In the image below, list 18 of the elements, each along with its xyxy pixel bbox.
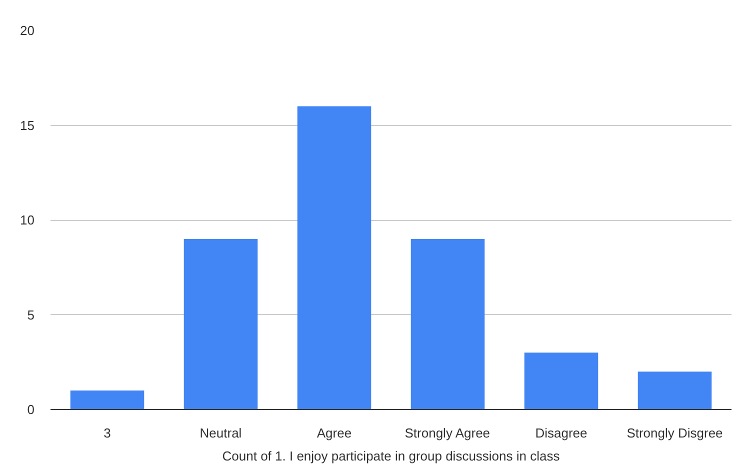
bar <box>70 390 144 410</box>
x-tick-label: 3 <box>104 426 111 440</box>
bar <box>524 352 598 410</box>
bar <box>638 372 712 410</box>
y-tick-label: 0 <box>27 402 35 417</box>
bar <box>297 106 372 410</box>
y-tick-label: 15 <box>20 118 35 133</box>
y-tick-label: 20 <box>20 23 35 38</box>
bar <box>184 238 258 410</box>
y-tick-label: 5 <box>27 307 35 322</box>
x-tick-label: Agree <box>316 426 352 440</box>
x-tick-label: Disagree <box>535 426 588 440</box>
y-tick-label: 10 <box>20 212 35 228</box>
x-tick-label: Neutral <box>200 426 242 440</box>
x-tick-label: Strongly Agree <box>404 426 490 440</box>
x-tick-label: Strongly Disgree <box>626 426 723 440</box>
x-axis-title: Count of 1. I enjoy participate in group discussions in class <box>222 448 560 464</box>
bar <box>410 238 485 410</box>
